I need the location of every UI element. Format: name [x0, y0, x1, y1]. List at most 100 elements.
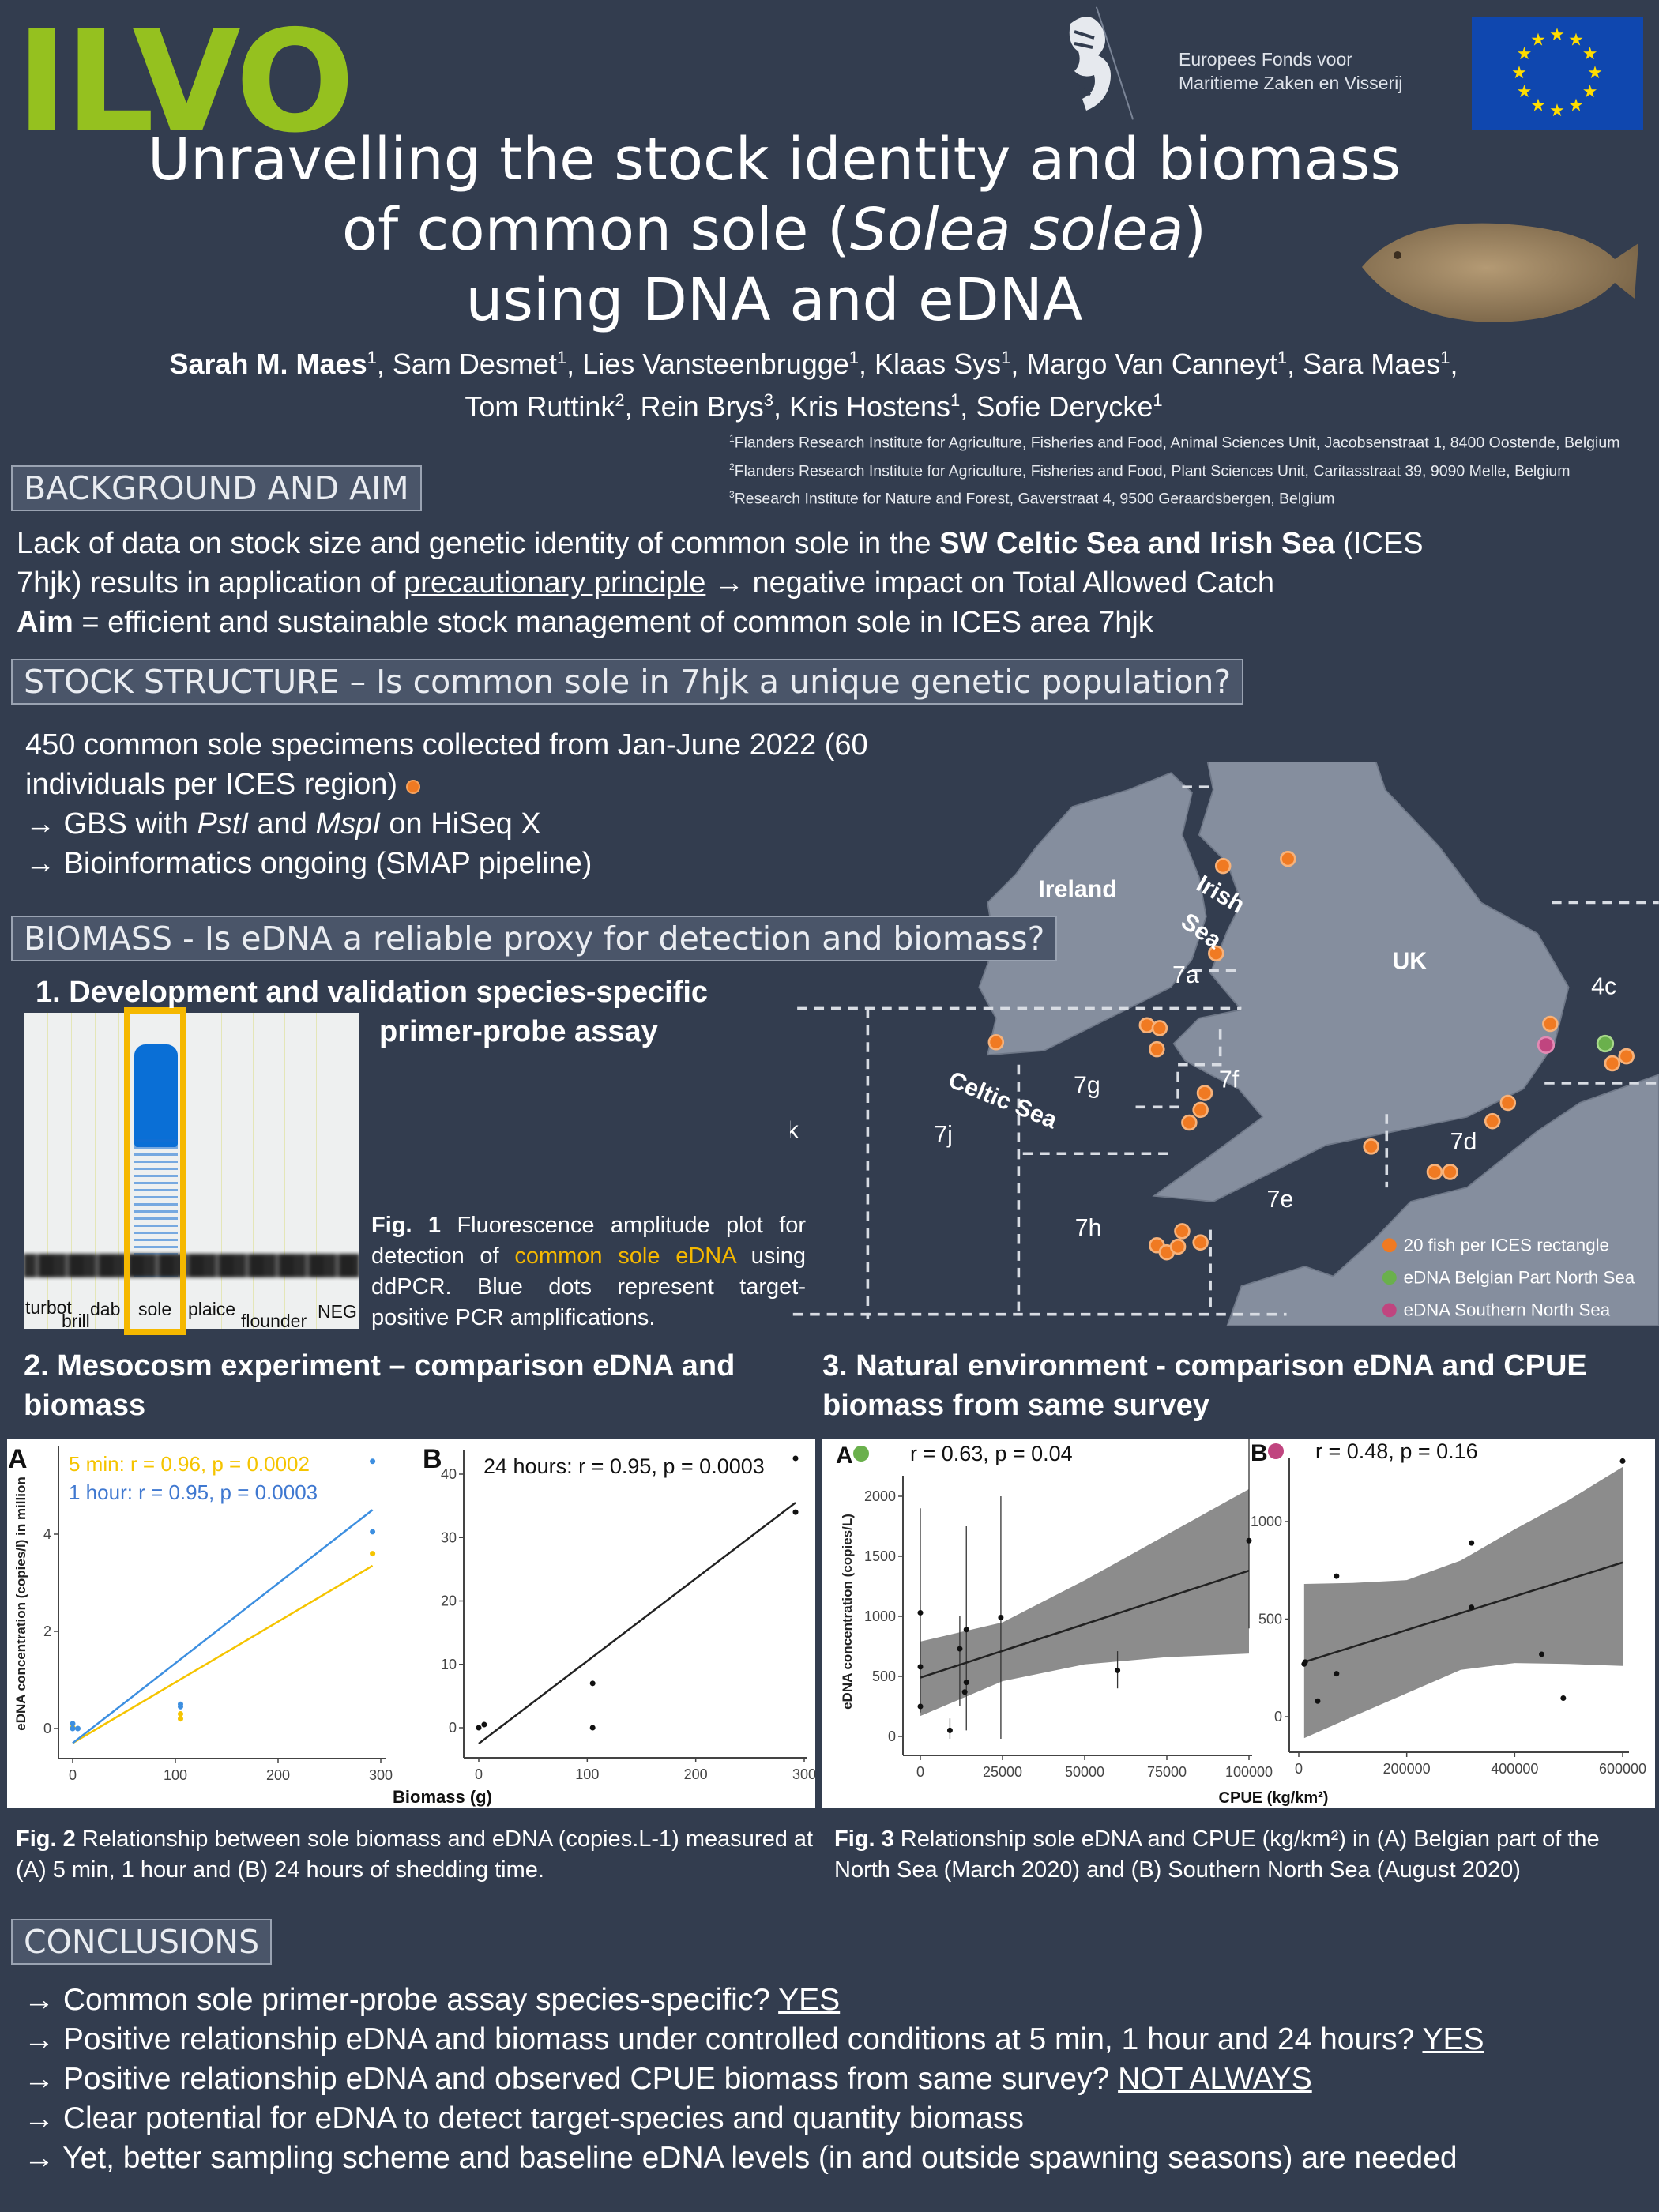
- authors: Sarah M. Maes1, Sam Desmet1, Lies Vanste…: [79, 340, 1548, 425]
- fig-label: Fig. 3: [834, 1826, 894, 1852]
- label-7j: 7j: [934, 1122, 953, 1148]
- positive-droplets: [134, 1044, 178, 1147]
- stock-line: → Bioinformatics ongoing (SMAP pipeline): [25, 847, 592, 880]
- belgian-marker-icon: [853, 1446, 869, 1462]
- fig2-xlabel: Biomass (g): [393, 1787, 492, 1807]
- label-celtic-sea: Celtic Sea: [945, 1066, 1062, 1134]
- legend-marker: [1382, 1270, 1397, 1285]
- label-uk: UK: [1392, 948, 1427, 974]
- conclusion-answer: YES: [778, 1983, 841, 2017]
- lane-label: brill: [62, 1311, 90, 1329]
- caption-text: Fluorescence amplitude plot for detectio…: [371, 1213, 807, 1269]
- legend-marker: [1382, 1303, 1397, 1318]
- author-name: Kris Hostens: [788, 390, 951, 423]
- sole-fish-image: [1362, 223, 1638, 322]
- regression-line: [72, 1564, 374, 1744]
- authors-line-2: Tom Ruttink2, Rein Brys3, Kris Hostens1,…: [465, 390, 1163, 423]
- sample-site-marker: [1363, 1138, 1379, 1155]
- title-line-2: of common sole (Solea solea): [0, 195, 1548, 265]
- author-affiliation: 1: [556, 348, 567, 367]
- x-tick-label: 200: [266, 1767, 290, 1783]
- y-tick-label: 1000: [1251, 1514, 1282, 1529]
- label-ireland: Ireland: [1038, 876, 1116, 902]
- author-name: Margo Van Canneyt: [1026, 348, 1277, 380]
- author-affiliation: 2: [615, 390, 625, 410]
- chart-fig2-a: 0 100 200 300 0 2 4 5 min: r = 0.96, p = 0.0002…: [43, 1446, 393, 1783]
- author-affiliation: 1: [1440, 348, 1450, 367]
- author-affiliation: 1: [1001, 348, 1011, 367]
- fig2-panel: [7, 1439, 815, 1808]
- label-7f: 7f: [1219, 1066, 1240, 1093]
- data-point: [75, 1725, 81, 1732]
- eu-star-icon: ★: [1517, 43, 1533, 63]
- eu-star-icon: ★: [1530, 29, 1546, 49]
- subheading-2: 2. Mesocosm experiment – comparison eDNA…: [24, 1349, 735, 1422]
- label-7a: 7a: [1172, 962, 1199, 988]
- lane-label: flounder: [241, 1311, 307, 1329]
- x-tick-label: 25000: [983, 1764, 1022, 1780]
- data-point: [1115, 1667, 1121, 1673]
- data-point: [792, 1455, 799, 1462]
- y-tick-label: 0: [43, 1721, 51, 1736]
- sample-site-marker: [1542, 1015, 1559, 1033]
- emff-text: Europees Fonds voor Maritieme Zaken en V…: [1179, 47, 1402, 95]
- fig1-caption: Fig. 1 Fluorescence amplitude plot for d…: [371, 1210, 806, 1334]
- subheading-3: 3. Natural environment - comparison eDNA…: [822, 1349, 1587, 1422]
- y-tick-label: 0: [888, 1729, 896, 1744]
- conclusion-item: → Yet, better sampling scheme and baseli…: [24, 2139, 1484, 2178]
- eu-star-icon: ★: [1587, 62, 1603, 82]
- stat-annotation: r = 0.48, p = 0.16: [1315, 1439, 1478, 1463]
- authors-line-1: Sarah M. Maes1, Sam Desmet1, Lies Vanste…: [169, 348, 1458, 380]
- data-point: [178, 1703, 183, 1710]
- sample-site-marker: [1192, 1101, 1209, 1119]
- great-britain-land: [1152, 762, 1570, 1202]
- conclusion-text: → Positive relationship eDNA and biomass…: [24, 2022, 1423, 2056]
- lane-label: turbot: [25, 1297, 72, 1318]
- fig2-ylabel: eDNA concentration (copies/l) in million: [13, 1477, 28, 1730]
- background-heading: BACKGROUND AND AIM: [11, 465, 422, 511]
- bg-bold: SW Celtic Sea and Irish Sea: [939, 527, 1335, 560]
- conclusion-text: → Yet, better sampling scheme and baseli…: [24, 2141, 1458, 2175]
- x-tick-label: 200: [684, 1766, 708, 1782]
- legend-marker: [1382, 1238, 1397, 1253]
- data-point: [1334, 1671, 1340, 1677]
- y-tick-label: 1500: [864, 1548, 896, 1564]
- stock-line: individuals per ICES region): [25, 768, 398, 801]
- stock-text: 450 common sole specimens collected from…: [25, 725, 868, 883]
- stat-annotation: 24 hours: r = 0.95, p = 0.0003: [483, 1454, 765, 1478]
- stock-line: and: [248, 807, 316, 841]
- ireland-land: [978, 772, 1207, 1056]
- author-affiliation: 1: [848, 348, 860, 367]
- data-point: [961, 1689, 968, 1695]
- author-name: Sam Desmet: [392, 348, 557, 380]
- confidence-band: [1304, 1466, 1623, 1739]
- legend-label: eDNA Southern North Sea: [1404, 1300, 1611, 1320]
- title-species: Solea solea: [849, 196, 1184, 264]
- x-tick-label: 600000: [1599, 1761, 1646, 1777]
- title-text: of common sole (: [341, 196, 850, 264]
- data-point: [998, 1615, 1004, 1621]
- conclusion-text: → Common sole primer-probe assay species…: [24, 1983, 779, 2017]
- title-line-3: using DNA and eDNA: [465, 266, 1083, 334]
- data-point: [370, 1458, 376, 1465]
- sample-site-marker: [1149, 1040, 1165, 1058]
- stock-line: → GBS with: [25, 807, 198, 841]
- biomass-heading: BIOMASS - Is eDNA a reliable proxy for d…: [11, 916, 1058, 961]
- data-point: [1469, 1604, 1475, 1611]
- france-land: [1226, 1074, 1659, 1326]
- affiliation: 2Flanders Research Institute for Agricul…: [729, 455, 1620, 483]
- author-affiliation: 1: [367, 348, 377, 367]
- y-tick-label: 0: [449, 1720, 457, 1736]
- conclusion-item: → Common sole primer-probe assay species…: [24, 1981, 1484, 2020]
- stock-heading: STOCK STRUCTURE – Is common sole in 7hjk…: [11, 659, 1244, 705]
- bg-text: Lack of data on stock size and genetic i…: [17, 527, 940, 560]
- conclusion-item: → Positive relationship eDNA and observe…: [24, 2060, 1484, 2099]
- stat-annotation: r = 0.63, p = 0.04: [910, 1442, 1073, 1465]
- sample-site-marker: [1192, 1234, 1209, 1251]
- ices-boundaries: [790, 785, 1659, 1319]
- chart-fig3-b: 0 200000 400000 600000 0 500 1000 r = 0.48, p =…: [1251, 1439, 1646, 1777]
- author-name: Lies Vansteenbrugge: [582, 348, 849, 380]
- eu-star-icon: ★: [1568, 96, 1584, 115]
- data-point: [178, 1711, 183, 1717]
- author-affiliation: 1: [1153, 390, 1163, 410]
